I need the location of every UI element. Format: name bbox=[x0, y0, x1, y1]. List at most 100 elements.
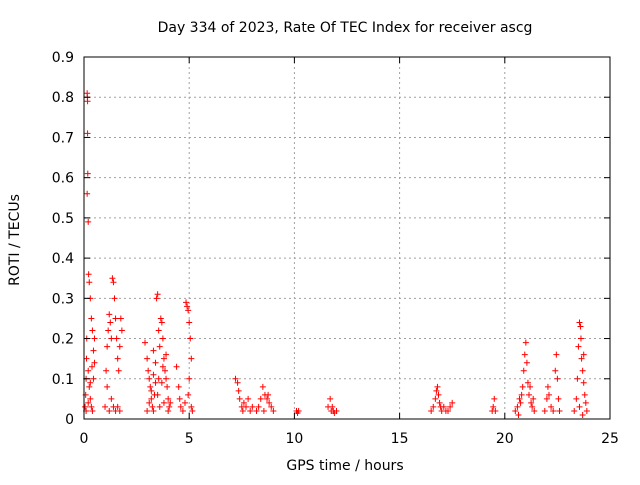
data-point bbox=[165, 407, 172, 414]
data-point bbox=[146, 375, 153, 382]
data-point bbox=[522, 339, 529, 346]
x-tick-label: 25 bbox=[601, 431, 619, 447]
data-point bbox=[576, 403, 583, 410]
data-point bbox=[106, 407, 113, 414]
data-point bbox=[581, 391, 588, 398]
data-point bbox=[240, 399, 247, 406]
data-point bbox=[84, 130, 91, 137]
data-point bbox=[108, 395, 115, 402]
data-point bbox=[552, 367, 559, 374]
data-point bbox=[260, 407, 267, 414]
data-point bbox=[179, 407, 186, 414]
data-point bbox=[188, 355, 195, 362]
data-point bbox=[519, 383, 526, 390]
data-point bbox=[264, 395, 271, 402]
data-point bbox=[580, 379, 587, 386]
data-point bbox=[491, 395, 498, 402]
data-point bbox=[173, 363, 180, 370]
data-point bbox=[430, 403, 437, 410]
data-point bbox=[177, 403, 184, 410]
data-point bbox=[154, 291, 161, 298]
data-point bbox=[112, 315, 119, 322]
data-point bbox=[447, 403, 454, 410]
data-point bbox=[577, 335, 584, 342]
data-point bbox=[152, 379, 159, 386]
data-point bbox=[249, 403, 256, 410]
data-point bbox=[109, 275, 116, 282]
data-point bbox=[579, 367, 586, 374]
data-point bbox=[245, 395, 252, 402]
x-tick-label: 15 bbox=[391, 431, 409, 447]
data-point bbox=[575, 343, 582, 350]
data-point bbox=[554, 375, 561, 382]
data-point bbox=[116, 407, 123, 414]
data-point bbox=[144, 355, 151, 362]
data-point bbox=[518, 391, 525, 398]
y-tick-label: 0.3 bbox=[52, 291, 74, 307]
data-point bbox=[253, 407, 260, 414]
data-point bbox=[85, 271, 92, 278]
data-point bbox=[185, 391, 192, 398]
x-axis-label: GPS time / hours bbox=[286, 458, 403, 474]
data-point bbox=[88, 403, 95, 410]
data-point bbox=[514, 403, 521, 410]
data-point bbox=[432, 395, 439, 402]
data-point bbox=[571, 407, 578, 414]
ticks-layer: 0 5 10 15 20 25 0 0.1 0.2 0.3 0.4 0.5 0.6 0.7 0.8 0.9 bbox=[52, 50, 619, 447]
data-point bbox=[152, 359, 159, 366]
data-point bbox=[106, 311, 113, 318]
data-point bbox=[165, 395, 172, 402]
data-point bbox=[582, 399, 589, 406]
data-point bbox=[577, 323, 584, 330]
data-point bbox=[531, 407, 538, 414]
data-point bbox=[183, 299, 190, 306]
data-point bbox=[104, 383, 111, 390]
data-point bbox=[105, 327, 112, 334]
data-point bbox=[85, 399, 92, 406]
data-point bbox=[181, 399, 188, 406]
data-point bbox=[149, 403, 156, 410]
data-point bbox=[529, 403, 536, 410]
data-point bbox=[84, 170, 91, 177]
data-point bbox=[155, 327, 162, 334]
data-point bbox=[114, 355, 121, 362]
y-tick-label: 0.1 bbox=[52, 372, 74, 388]
data-point bbox=[84, 98, 91, 105]
data-point bbox=[545, 391, 552, 398]
data-point bbox=[186, 319, 193, 326]
data-point bbox=[162, 367, 169, 374]
data-point bbox=[541, 407, 548, 414]
y-axis-label: ROTI / TECUs bbox=[7, 194, 23, 286]
data-point bbox=[88, 363, 95, 370]
data-point bbox=[85, 367, 92, 374]
data-point bbox=[239, 407, 246, 414]
data-point bbox=[167, 399, 174, 406]
data-point bbox=[116, 343, 123, 350]
data-point bbox=[530, 395, 537, 402]
data-point bbox=[255, 403, 262, 410]
data-point bbox=[433, 387, 440, 394]
data-point bbox=[111, 295, 118, 302]
data-point bbox=[163, 351, 170, 358]
data-point bbox=[148, 395, 155, 402]
y-tick-label: 0.8 bbox=[52, 90, 74, 106]
data-point bbox=[525, 391, 532, 398]
data-point bbox=[108, 335, 115, 342]
x-tick-label: 20 bbox=[496, 431, 514, 447]
data-point bbox=[146, 399, 153, 406]
data-point bbox=[160, 399, 167, 406]
data-point bbox=[574, 375, 581, 382]
data-point bbox=[524, 379, 531, 386]
data-point bbox=[156, 343, 163, 350]
data-point bbox=[142, 339, 149, 346]
data-point bbox=[113, 335, 120, 342]
data-point bbox=[235, 387, 242, 394]
data-point bbox=[573, 395, 580, 402]
data-point bbox=[86, 279, 93, 286]
data-point bbox=[528, 399, 535, 406]
data-point bbox=[236, 395, 243, 402]
data-point bbox=[91, 359, 98, 366]
data-point bbox=[83, 355, 90, 362]
data-point bbox=[163, 375, 170, 382]
chart-title: Day 334 of 2023, Rate Of TEC Index for r… bbox=[158, 20, 533, 36]
